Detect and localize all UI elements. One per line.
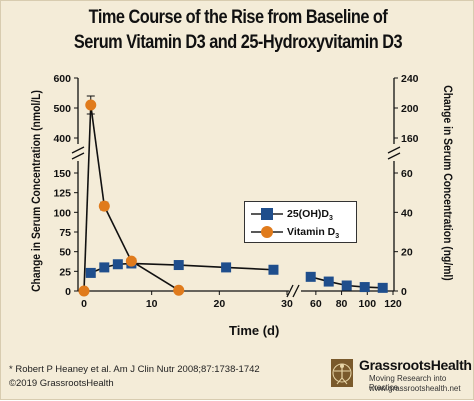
chart-legend: 25(OH)D3 Vitamin D3	[244, 201, 357, 243]
vitamin-d3-line	[130, 260, 180, 291]
legend-label-25ohd3: 25(OH)D3	[287, 208, 333, 223]
vitruvian-man-icon	[331, 359, 353, 387]
chart-title-line2: Serum Vitamin D3 and 25-Hydroxyvitamin D…	[73, 32, 403, 53]
legend-item-vitamin-d3: Vitamin D3	[245, 223, 356, 241]
grassroots-logo: GrassrootsHealth Moving Research into Pr…	[331, 357, 472, 397]
chart-title-line1: Time Course of the Rise from Baseline of	[88, 7, 388, 28]
data-point-25ohd3	[341, 280, 352, 291]
legend-item-25ohd3: 25(OH)D3	[245, 205, 356, 223]
y-axis-right-break-mark	[387, 152, 401, 160]
vitamin-d3-line	[83, 104, 92, 292]
x-axis-title: Time (d)	[229, 323, 280, 338]
data-point-25ohd3	[359, 282, 370, 293]
data-point-25ohd3	[99, 262, 110, 273]
25ohd3-line	[226, 266, 274, 271]
y-axis-left-break-mark	[71, 146, 85, 154]
data-point-25ohd3	[268, 264, 279, 275]
y-right-tick-label: 60	[401, 168, 413, 180]
logo-tagline: Moving Research into Practice	[369, 374, 447, 392]
25ohd3-line	[131, 262, 179, 266]
x-tick-label: 0	[81, 298, 87, 310]
x-tick-label: 20	[213, 298, 225, 310]
x-tick-label: 30	[281, 298, 293, 310]
y-left-tick-label: 25	[59, 266, 71, 278]
y-left-tick-label: 600	[53, 73, 71, 85]
data-point-25ohd3	[323, 276, 334, 287]
data-point-vitamin-d3	[125, 255, 137, 267]
logo-url: www.grassrootshealth.net	[369, 384, 461, 393]
data-point-vitamin-d3	[173, 284, 185, 296]
y-left-tick-label: 150	[53, 168, 71, 180]
data-point-25ohd3	[377, 282, 388, 293]
legend-label-vitamin-d3: Vitamin D3	[287, 226, 340, 241]
y-right-tick-label: 40	[401, 207, 413, 219]
y-left-tick-label: 125	[53, 188, 71, 200]
data-point-25ohd3	[112, 259, 123, 270]
y-left-tick-label: 50	[59, 247, 71, 259]
y-right-tick-label: 160	[401, 133, 419, 145]
legend-square-marker-icon	[251, 208, 283, 220]
x-tick-label: 120	[384, 298, 402, 310]
data-point-vitamin-d3	[98, 200, 110, 212]
data-point-25ohd3	[85, 267, 96, 278]
legend-circle-marker-icon	[251, 226, 283, 238]
y-left-tick-label: 0	[65, 286, 71, 298]
data-point-25ohd3	[305, 271, 316, 282]
y-right-tick-label: 20	[401, 247, 413, 259]
y-axis-right-break-mark	[387, 146, 401, 154]
logo-brand-name: GrassrootsHealth	[359, 357, 472, 373]
y-right-tick-label: 0	[401, 286, 407, 298]
copyright-note: ©2019 GrassrootsHealth	[9, 378, 114, 389]
vitamin-d3-line	[89, 104, 106, 207]
y-left-tick-label: 100	[53, 207, 71, 219]
data-point-25ohd3	[221, 262, 232, 273]
x-tick-label: 10	[146, 298, 158, 310]
y-left-tick-label: 500	[53, 103, 71, 115]
y-axis-left-break-mark	[71, 152, 85, 160]
y-left-tick-label: 75	[59, 227, 71, 239]
y-right-tick-label: 240	[401, 73, 419, 85]
data-point-vitamin-d3	[78, 285, 90, 297]
x-tick-label: 80	[336, 298, 348, 310]
y-left-tick-label: 400	[53, 133, 71, 145]
vitamin-d3-line	[103, 205, 133, 262]
y-right-tick-label: 200	[401, 103, 419, 115]
y-axis-left-title: Change in Serum Concentration (nmol/L)	[31, 90, 43, 292]
x-axis-break-mark	[286, 284, 294, 298]
x-axis-break-mark	[292, 284, 300, 298]
y-axis-right-title: Change in Serum Concentration (ng/ml)	[441, 85, 453, 281]
data-point-vitamin-d3	[85, 99, 97, 111]
25ohd3-line	[178, 264, 227, 269]
x-tick-label: 60	[310, 298, 322, 310]
reference-note: * Robert P Heaney et al. Am J Clin Nutr …	[9, 364, 260, 375]
data-point-25ohd3	[173, 260, 184, 271]
x-tick-label: 100	[359, 298, 377, 310]
